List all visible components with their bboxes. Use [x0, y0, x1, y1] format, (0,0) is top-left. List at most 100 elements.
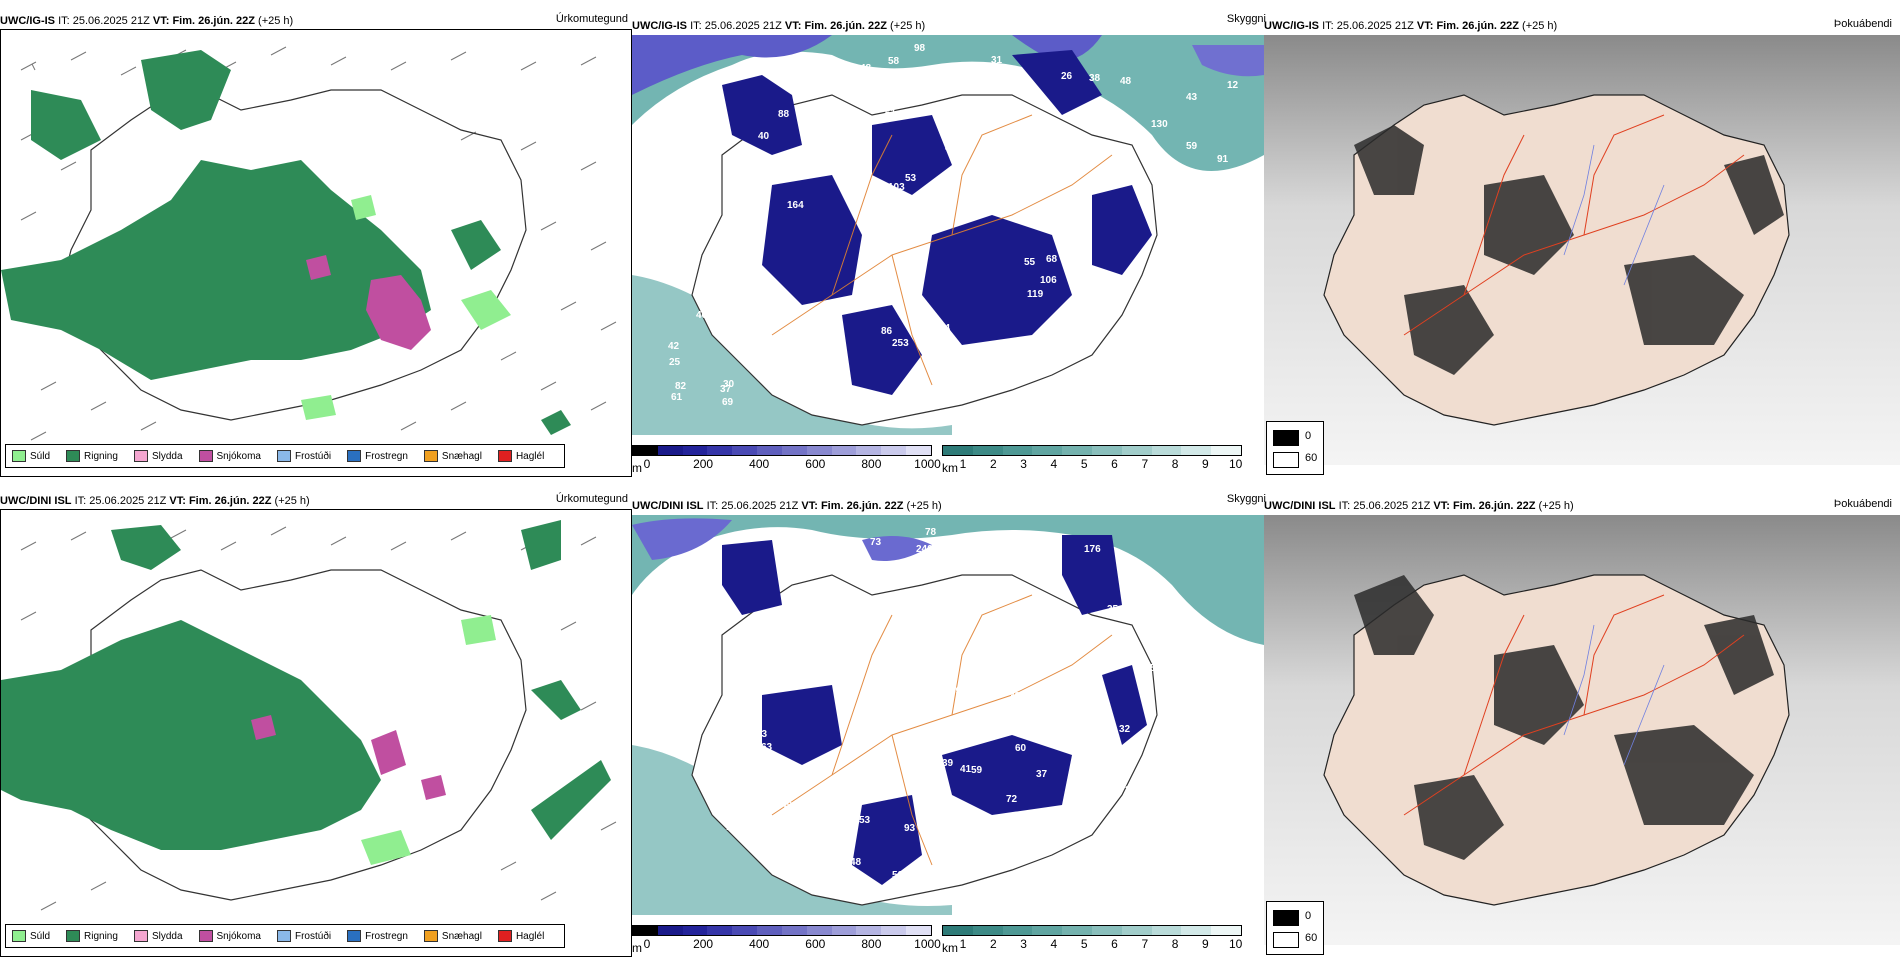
- colorbar-step: [1211, 446, 1241, 455]
- colorbar-tick: 400: [749, 457, 770, 471]
- colorbar-step: [1002, 446, 1033, 455]
- fog-panel-top: UWC/IG-IS IT: 25.06.2025 21Z VT: Fim. 26…: [1264, 13, 1900, 477]
- cloud-base-value: 126: [765, 782, 782, 793]
- legend-item: Snjókoma: [198, 450, 261, 462]
- cloud-base-value: 33: [1213, 632, 1225, 643]
- visibility-colorbar: 1 2 3 4 5 6 7 8 9 10: [942, 445, 1242, 475]
- visibility-panel-top: UWC/IG-IS IT: 25.06.2025 21Z VT: Fim. 26…: [632, 13, 1266, 477]
- cloud-base-value: 42: [747, 649, 759, 660]
- panel-title: Þokuábendi: [1833, 498, 1892, 510]
- colorbar-step: [831, 926, 857, 935]
- colorbar-tick: 1: [959, 457, 967, 471]
- cloud-base-value: 47: [1005, 537, 1017, 548]
- cloudbase-unit: m: [632, 461, 642, 475]
- cloud-base-value: 61: [885, 108, 897, 119]
- cloud-base-value: 192: [758, 323, 775, 334]
- panel-title: Skyggni: [1226, 13, 1266, 25]
- cloud-base-value: 55: [1024, 257, 1036, 268]
- colorbar-tick: 200: [693, 457, 714, 471]
- legend-item: Frostúði: [276, 450, 331, 462]
- panel-header: UWC/IG-IS IT: 25.06.2025 21Z VT: Fim. 26…: [632, 20, 926, 32]
- cloud-base-value: 69: [696, 715, 708, 726]
- colorbar-step: [707, 926, 733, 935]
- cloud-base-value: 35: [1107, 604, 1119, 615]
- colorbar-tick: 8: [1171, 937, 1179, 951]
- cloud-base-value: 63: [978, 169, 990, 180]
- colorbar-tick: 600: [805, 937, 826, 951]
- panel-header: UWC/IG-IS IT: 25.06.2025 21Z VT: Fim. 26…: [0, 13, 632, 29]
- panel-header: UWC/DINI ISL IT: 25.06.2025 21Z VT: Fim.…: [0, 495, 310, 507]
- visibility-colorbar: 1 2 3 4 5 6 7 8 9 10: [942, 925, 1242, 955]
- colorbar-tick: 9: [1202, 457, 1209, 471]
- visibility-map: 169 176 211 35 41 28 63 37 82 55 69 78 37 69 50 73 83 121…: [632, 515, 1264, 915]
- colorbar-step: [757, 926, 782, 935]
- cloud-base-value: 91: [1217, 154, 1229, 165]
- cloud-base-value: 43: [1186, 92, 1198, 103]
- cloud-base-value: 38: [1089, 73, 1101, 84]
- cloud-base-value: 93: [904, 823, 916, 834]
- cloud-base-value: 78: [1007, 825, 1019, 836]
- fog-legend: 0 60: [1266, 421, 1324, 475]
- legend-item: Súld: [12, 450, 50, 462]
- colorbar-step: [972, 926, 1003, 935]
- colorbar-step: [1032, 446, 1063, 455]
- cloud-base-value: 32: [950, 393, 962, 404]
- cloud-base-value: 15: [959, 821, 971, 832]
- cloud-base-value: 211: [793, 558, 810, 569]
- panel-title: Úrkomutegund: [555, 13, 628, 25]
- colorbar-step: [906, 926, 931, 935]
- cloud-base-value: 32: [1119, 724, 1131, 735]
- colorbar-step: [1211, 926, 1241, 935]
- cloud-base-value: 68: [1046, 254, 1058, 265]
- lead-time: (+25 h): [258, 15, 294, 27]
- colorbar-tick: 3: [1020, 937, 1027, 951]
- cloud-base-value: 39: [942, 758, 954, 769]
- wind-barbs: [20, 46, 617, 441]
- legend-item: Snæhagl: [423, 450, 482, 462]
- colorbar-step: [806, 926, 832, 935]
- iceland-outline: [691, 94, 1158, 426]
- colorbar-step: [682, 926, 708, 935]
- cloudbase-colorbar: 0 200 400 600 800 1000: [632, 445, 941, 475]
- cloud-base-value: 121: [657, 689, 674, 700]
- cloud-base-value: 47: [945, 143, 957, 154]
- model-name: UWC/IG-IS: [0, 15, 55, 27]
- cloud-base-value: 21: [830, 150, 842, 161]
- colorbar-tick: 200: [693, 937, 714, 951]
- cloud-base-labels: 124 192 43 42 40 30 61 47 60 21 25 104 36 63 62 73 58 61 5…: [660, 43, 1253, 408]
- fog-roads: [1403, 114, 1745, 336]
- drizzle-areas: [301, 195, 511, 420]
- colorbar-tick: 2: [989, 937, 997, 951]
- panel-title: Þokuábendi: [1833, 18, 1892, 30]
- cloud-base-value: 48: [860, 63, 872, 74]
- cloud-base-value: 61: [671, 392, 683, 403]
- colorbar-fill: [942, 445, 1242, 456]
- cloud-base-value: 42: [668, 341, 680, 352]
- colorbar-tick: 2: [989, 457, 997, 471]
- colorbar-step: [1002, 926, 1033, 935]
- cloud-base-value: 55: [861, 644, 873, 655]
- colorbar-tick: 800: [861, 457, 882, 471]
- colorbar-step: [806, 446, 832, 455]
- rivers: [1563, 144, 1665, 286]
- precip-map: Súld Rigning Slydda Snjókoma Frostúði Fr…: [0, 509, 632, 957]
- fog-legend: 0 60: [1266, 901, 1324, 955]
- cloud-base-value: 49: [781, 800, 793, 811]
- colorbar-step: [881, 926, 907, 935]
- cloud-base-value: 78: [925, 527, 937, 538]
- cloud-base-value: 30: [1040, 734, 1052, 745]
- precip-type-legend: Súld Rigning Slydda Snjókoma Frostúði Fr…: [5, 444, 566, 468]
- colorbar-tick: 600: [805, 457, 826, 471]
- cloud-base-value: 63: [889, 290, 901, 301]
- cloud-base-value: 32: [813, 153, 825, 164]
- colorbar-step: [757, 446, 782, 455]
- colorbar-step: [1121, 926, 1152, 935]
- rain-areas: [1, 50, 571, 435]
- cloud-base-value: 60: [1015, 743, 1027, 754]
- precip-type-panel-top: UWC/IG-IS IT: 25.06.2025 21Z VT: Fim. 26…: [0, 13, 632, 477]
- cloud-base-value: 58: [1129, 373, 1141, 384]
- visibility-map: 124 192 43 42 40 30 61 47 60 21 25 104 36 63 62 73 58 61 5…: [632, 35, 1264, 435]
- cloud-base-value: 103: [888, 182, 905, 193]
- legend-item: Slydda: [133, 930, 183, 942]
- cloud-base-value: 40: [954, 609, 966, 620]
